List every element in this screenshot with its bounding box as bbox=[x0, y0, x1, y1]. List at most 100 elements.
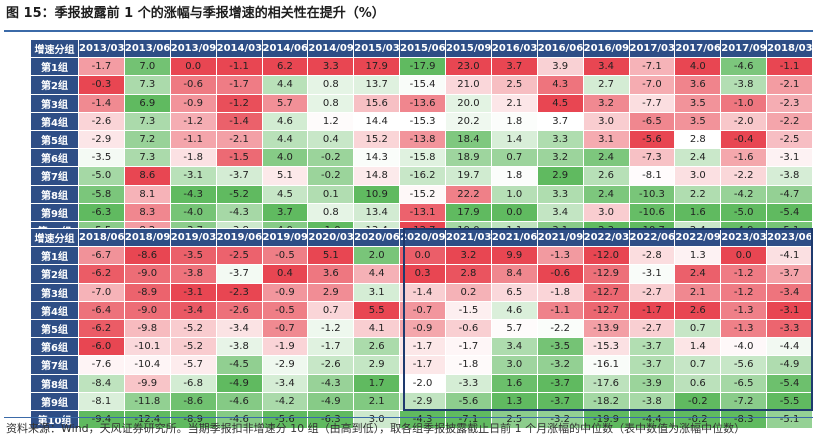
value-cell: 3.7 bbox=[490, 57, 538, 77]
value-cell: -5.1 bbox=[766, 409, 813, 430]
value-cell: -3.1 bbox=[766, 148, 813, 168]
group-label: 第9组 bbox=[30, 202, 79, 222]
value-cell: 3.9 bbox=[536, 57, 584, 77]
value-cell: -5.6 bbox=[720, 355, 768, 375]
value-cell: 3.2 bbox=[536, 148, 584, 168]
value-cell: 3.2 bbox=[582, 93, 630, 113]
period-header: 2021/09 bbox=[536, 227, 584, 248]
value-cell: -17.6 bbox=[582, 373, 630, 393]
value-cell: 3.4 bbox=[536, 202, 584, 222]
value-cell: 1.7 bbox=[353, 373, 401, 393]
group-label: 第2组 bbox=[30, 75, 79, 95]
value-cell: -1.7 bbox=[628, 300, 676, 320]
group-label: 第1组 bbox=[30, 57, 79, 77]
value-cell: -6.3 bbox=[78, 202, 125, 222]
value-cell: -3.9 bbox=[628, 373, 676, 393]
value-cell: -2.6 bbox=[215, 300, 263, 320]
value-cell: -7.0 bbox=[628, 75, 676, 95]
value-cell: -5.2 bbox=[215, 184, 263, 204]
value-cell: -4.0 bbox=[169, 202, 217, 222]
value-cell: 0.7 bbox=[674, 355, 722, 375]
table-row: 第6组 -6.0 -10.1 -5.2 -3.8 -1.9 -1.7 2.6 -1.7 -1.7 3… bbox=[30, 337, 813, 357]
period-header: 2022/06 bbox=[628, 227, 676, 248]
value-cell: 2.6 bbox=[674, 300, 722, 320]
value-cell: -5.2 bbox=[169, 318, 217, 339]
period-header: 2013/03 bbox=[78, 38, 125, 59]
value-cell: -3.4 bbox=[766, 282, 813, 302]
value-cell: -12.7 bbox=[582, 300, 630, 320]
value-cell: -12.9 bbox=[582, 264, 630, 284]
value-cell: -3.5 bbox=[78, 148, 125, 168]
value-cell: 3.3 bbox=[536, 184, 584, 204]
value-cell: -1.2 bbox=[169, 111, 217, 131]
value-cell: -2.7 bbox=[628, 318, 676, 339]
value-cell: -2.9 bbox=[78, 129, 125, 150]
value-cell: 14.4 bbox=[353, 111, 401, 131]
value-cell: -6.7 bbox=[78, 246, 125, 266]
group-label: 第8组 bbox=[30, 184, 79, 204]
value-cell: -7.1 bbox=[445, 409, 492, 430]
heatmap-table-1: 增速分组 2013/03 2013/06 2013/09 2014/03 2014/06 2… bbox=[30, 38, 813, 241]
value-cell: -9.0 bbox=[123, 300, 171, 320]
source-note: 资料来源：Wind，天风证券研究所。当期季报扣非增速分 10 组（由高到低），取… bbox=[6, 422, 746, 435]
value-cell: -3.7 bbox=[215, 166, 263, 186]
value-cell: -1.2 bbox=[307, 318, 355, 339]
value-cell: -2.5 bbox=[215, 246, 263, 266]
value-cell: -8.3 bbox=[720, 409, 768, 430]
value-cell: 1.3 bbox=[674, 246, 722, 266]
value-cell: -5.5 bbox=[766, 391, 813, 411]
value-cell: 1.4 bbox=[674, 337, 722, 357]
group-label: 第6组 bbox=[30, 148, 79, 168]
value-cell: -1.2 bbox=[720, 282, 768, 302]
value-cell: -1.7 bbox=[445, 337, 492, 357]
period-header: 2014/03 bbox=[215, 38, 263, 59]
period-header: 2017/03 bbox=[628, 38, 676, 59]
value-cell: -0.9 bbox=[261, 282, 309, 302]
period-header: 2018/09 bbox=[123, 227, 171, 248]
value-cell: -1.8 bbox=[169, 148, 217, 168]
value-cell: -4.7 bbox=[766, 184, 813, 204]
table-row: 第2组 -6.2 -9.0 -3.8 -3.7 0.4 3.6 4.4 0.3 2.8 8.4 -0.… bbox=[30, 264, 813, 284]
value-cell: -7.7 bbox=[628, 93, 676, 113]
value-cell: -2.5 bbox=[766, 129, 813, 150]
value-cell: 15.2 bbox=[353, 129, 401, 150]
group-label: 第3组 bbox=[30, 93, 79, 113]
value-cell: 3.0 bbox=[582, 202, 630, 222]
value-cell: 3.5 bbox=[674, 111, 722, 131]
value-cell: 7.2 bbox=[123, 129, 171, 150]
value-cell: -12.0 bbox=[582, 246, 630, 266]
period-header: 2019/09 bbox=[261, 227, 309, 248]
group-label: 第6组 bbox=[30, 337, 79, 357]
value-cell: -1.0 bbox=[720, 93, 768, 113]
group-label: 第9组 bbox=[30, 391, 79, 411]
value-cell: -0.2 bbox=[307, 148, 355, 168]
table-row: 第1组 -1.7 7.0 0.0 -1.1 6.2 3.3 17.9 -17.9 23.0 3.7 3… bbox=[30, 57, 813, 77]
value-cell: 0.8 bbox=[307, 202, 355, 222]
value-cell: -1.4 bbox=[78, 93, 125, 113]
value-cell: -4.3 bbox=[307, 373, 355, 393]
corner-label: 增速分组 bbox=[30, 227, 79, 248]
value-cell: -4.0 bbox=[720, 337, 768, 357]
value-cell: 5.7 bbox=[261, 93, 309, 113]
value-cell: -1.8 bbox=[445, 355, 492, 375]
value-cell: -9.4 bbox=[78, 409, 125, 430]
value-cell: 2.1 bbox=[674, 282, 722, 302]
group-label: 第2组 bbox=[30, 264, 79, 284]
value-cell: -1.5 bbox=[445, 300, 492, 320]
period-header: 2015/06 bbox=[399, 38, 446, 59]
value-cell: -1.3 bbox=[536, 246, 584, 266]
value-cell: 0.2 bbox=[445, 282, 492, 302]
value-cell: -1.1 bbox=[169, 129, 217, 150]
value-cell: 0.7 bbox=[674, 318, 722, 339]
value-cell: 3.0 bbox=[674, 166, 722, 186]
value-cell: 2.8 bbox=[674, 129, 722, 150]
value-cell: 2.8 bbox=[445, 264, 492, 284]
value-cell: 3.6 bbox=[307, 264, 355, 284]
value-cell: 4.4 bbox=[261, 75, 309, 95]
value-cell: 7.0 bbox=[123, 57, 171, 77]
value-cell: -0.2 bbox=[307, 166, 355, 186]
value-cell: -6.2 bbox=[78, 264, 125, 284]
value-cell: 6.2 bbox=[261, 57, 309, 77]
value-cell: 2.6 bbox=[582, 166, 630, 186]
value-cell: -4.4 bbox=[628, 409, 676, 430]
